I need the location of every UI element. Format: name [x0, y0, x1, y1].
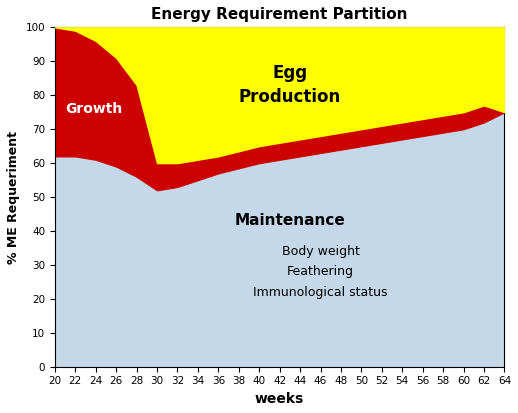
Title: Energy Requirement Partition: Energy Requirement Partition	[151, 7, 408, 22]
X-axis label: weeks: weeks	[255, 392, 304, 406]
Text: Body weight: Body weight	[282, 245, 359, 258]
Text: Immunological status: Immunological status	[253, 285, 388, 299]
Text: Maintenance: Maintenance	[235, 213, 345, 228]
Text: Feathering: Feathering	[287, 265, 354, 278]
Text: Egg
Production: Egg Production	[239, 64, 341, 106]
Y-axis label: % ME Requeriment: % ME Requeriment	[7, 131, 20, 263]
Text: Growth: Growth	[65, 102, 122, 116]
